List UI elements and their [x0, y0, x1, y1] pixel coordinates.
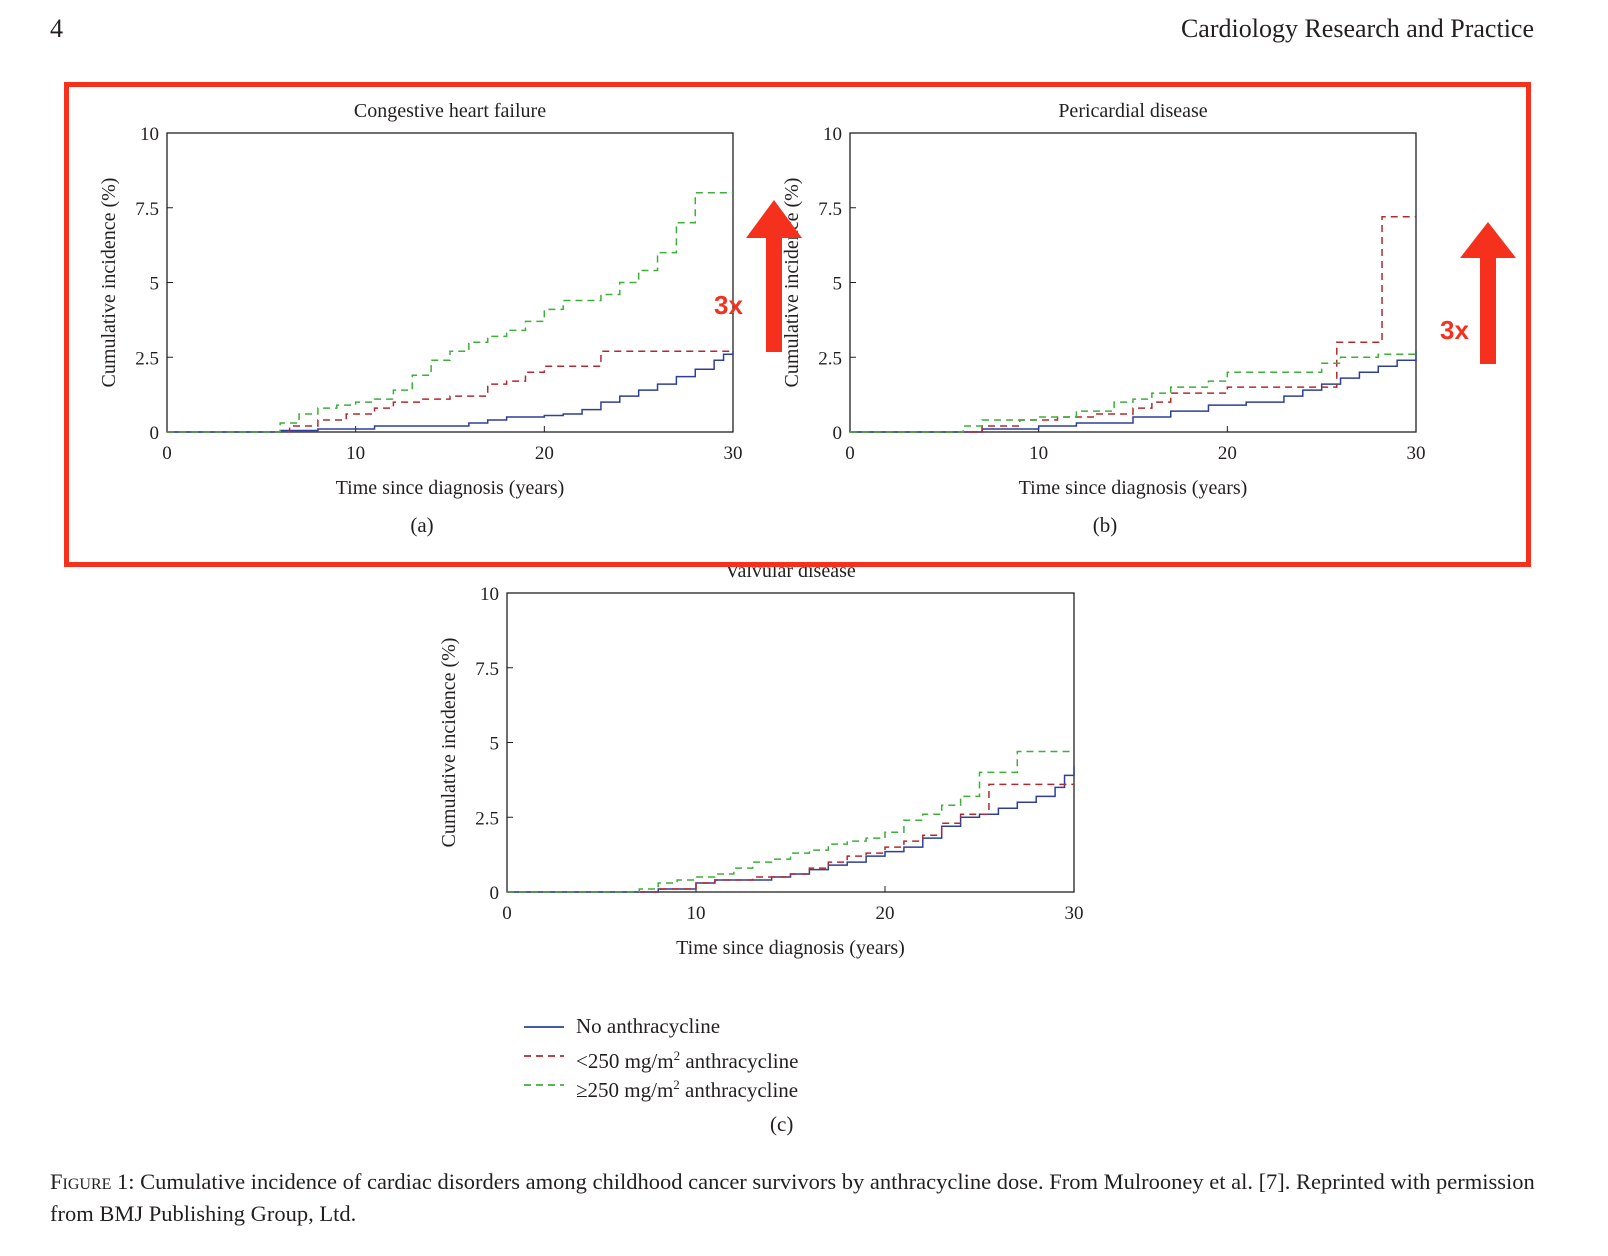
- x-axis-label: Time since diagnosis (years): [1019, 477, 1248, 499]
- annotation-3x-b: 3x: [1440, 315, 1469, 345]
- caption-label: Figure 1:: [50, 1169, 135, 1194]
- arrow-up-icon: [746, 200, 802, 352]
- journal-title: Cardiology Research and Practice: [1180, 14, 1534, 43]
- figure-caption: Figure 1: Cumulative incidence of cardia…: [50, 1166, 1550, 1230]
- x-tick-label: 10: [687, 903, 706, 924]
- caption-text: Cumulative incidence of cardiac disorder…: [50, 1169, 1535, 1226]
- plot-frame: [506, 592, 1075, 893]
- x-tick-label: 0: [502, 903, 512, 924]
- y-tick-label: 0: [490, 883, 500, 904]
- panel-label: (a): [410, 513, 433, 537]
- page-number: 4: [50, 14, 63, 43]
- series-line-high: [167, 192, 733, 433]
- y-tick-label: 5: [490, 734, 500, 755]
- y-axis-label: Cumulative incidence (%): [438, 638, 460, 848]
- y-tick-label: 2.5: [818, 348, 842, 369]
- series-line-low: [507, 783, 1074, 893]
- x-tick-label: 0: [845, 443, 855, 464]
- legend-item-high: ≥250 mg/m2 anthracycline: [524, 1070, 799, 1102]
- y-tick-label: 7.5: [818, 199, 842, 220]
- chart-title: Pericardial disease: [1058, 100, 1207, 122]
- legend-label: No anthracycline: [576, 1014, 721, 1038]
- x-tick-label: 10: [1029, 443, 1048, 464]
- y-tick-label: 7.5: [475, 659, 499, 680]
- legend-label-suffix: anthracycline: [679, 1078, 799, 1102]
- series-line-low: [167, 350, 733, 433]
- legend-item-none: No anthracycline: [524, 1012, 798, 1041]
- chart-panel-a: Congestive heart failure 0 2.5 5 7.5 10 0 10 20 3…: [98, 100, 743, 537]
- legend-label-prefix: ≥250 mg/m: [576, 1078, 674, 1102]
- y-tick-label: 10: [823, 124, 842, 145]
- panel-label: (b): [1093, 513, 1118, 537]
- legend-label-sup: 2: [673, 1048, 681, 1063]
- arrow-up-icon: [1460, 222, 1516, 364]
- x-tick-label: 30: [1407, 443, 1426, 464]
- x-tick-label: 30: [1065, 903, 1084, 924]
- x-tick-label: 20: [535, 443, 554, 464]
- legend: No anthracycline <250 mg/m2 anthracyclin…: [524, 1012, 799, 1102]
- highlight-box: [64, 82, 1531, 567]
- y-tick-label: 7.5: [135, 199, 159, 220]
- series-line-high: [850, 353, 1416, 433]
- y-tick-label: 10: [480, 584, 499, 605]
- y-tick-label: 2.5: [475, 808, 499, 829]
- panel-label-c: (c): [770, 1112, 794, 1136]
- chart-title: Congestive heart failure: [354, 100, 546, 122]
- x-axis-label: Time since diagnosis (years): [336, 477, 565, 499]
- y-tick-label: 10: [140, 124, 159, 145]
- series-line-high: [507, 750, 1074, 893]
- chart-panel-b: Pericardial disease 0 2.5 5 7.5 10 0 10 20 30 Time…: [781, 100, 1426, 537]
- legend-label-suffix: anthracycline: [680, 1049, 799, 1073]
- x-tick-label: 20: [1218, 443, 1237, 464]
- series-line-none: [167, 351, 734, 433]
- x-axis-label: Time since diagnosis (years): [676, 937, 905, 959]
- x-tick-label: 20: [876, 903, 895, 924]
- x-tick-label: 0: [162, 443, 172, 464]
- legend-item-low: <250 mg/m2 anthracycline: [524, 1041, 799, 1073]
- annotation-3x-a: 3x: [714, 290, 743, 320]
- series-line-low: [850, 215, 1416, 433]
- y-tick-label: 5: [150, 274, 160, 295]
- y-tick-label: 2.5: [135, 348, 159, 369]
- y-tick-label: 0: [150, 423, 160, 444]
- legend-label-sup: 2: [673, 1077, 680, 1092]
- y-tick-label: 0: [833, 423, 843, 444]
- x-tick-label: 10: [346, 443, 365, 464]
- y-tick-label: 5: [833, 274, 843, 295]
- legend-label-prefix: <250 mg/m: [576, 1049, 674, 1073]
- series-line-none: [850, 351, 1417, 433]
- x-tick-label: 30: [724, 443, 743, 464]
- y-axis-label: Cumulative incidence (%): [98, 178, 120, 388]
